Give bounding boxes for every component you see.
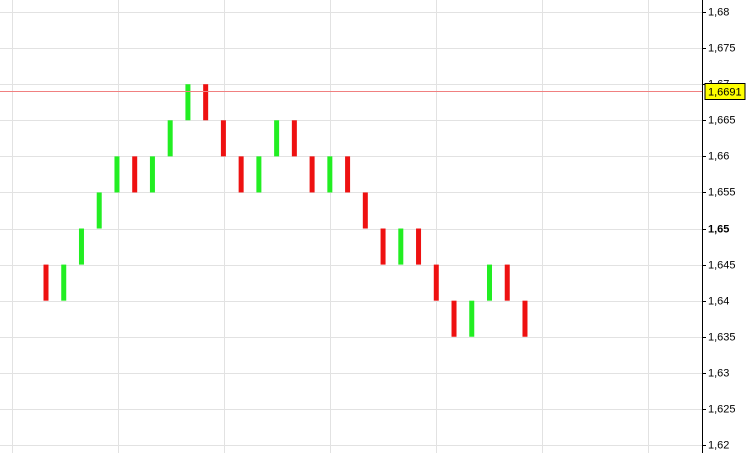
- renko-bar: [433, 264, 439, 301]
- y-tick-label: 1,665: [708, 114, 736, 126]
- y-tick-label: 1,68: [708, 6, 729, 18]
- last-price-box: [704, 83, 746, 100]
- y-tick-label: 1,635: [708, 331, 736, 343]
- renko-bar: [380, 228, 386, 265]
- y-tick-label: 1,62: [708, 439, 729, 451]
- last-price-label: 1,6691: [708, 86, 742, 98]
- renko-bar: [78, 228, 84, 265]
- renko-bar: [504, 264, 510, 301]
- renko-bar: [416, 228, 422, 265]
- y-tick-label: 1,675: [708, 42, 736, 54]
- renko-bar: [362, 192, 368, 229]
- y-tick-label: 1,655: [708, 186, 736, 198]
- renko-bar: [256, 156, 262, 193]
- renko-bar: [309, 156, 315, 193]
- renko-bar: [274, 120, 280, 157]
- y-tick-label: 1,64: [708, 295, 729, 307]
- renko-bar: [114, 156, 120, 193]
- y-tick-label: 1,625: [708, 403, 736, 415]
- renko-bar: [167, 120, 173, 157]
- renko-bar: [487, 264, 492, 301]
- renko-bar: [43, 264, 49, 301]
- renko-bar: [185, 84, 191, 121]
- renko-bar: [132, 156, 138, 193]
- renko-bar: [398, 228, 404, 265]
- y-tick-label: 1,645: [708, 259, 736, 271]
- renko-bar: [345, 156, 351, 193]
- vertical-grid: [12, 0, 649, 453]
- renko-bar: [149, 156, 155, 193]
- renko-bar: [451, 300, 457, 337]
- y-tick-label: 1,65: [708, 223, 729, 235]
- renko-bar: [96, 192, 102, 229]
- renko-bar: [220, 120, 226, 157]
- renko-bar: [203, 84, 209, 121]
- y-tick-label: 1,63: [708, 367, 729, 379]
- renko-bar: [61, 264, 67, 301]
- renko-bar: [327, 156, 333, 193]
- renko-bar: [238, 156, 244, 193]
- renko-bar: [522, 300, 528, 337]
- y-tick-label: 1,66: [708, 150, 729, 162]
- renko-bar: [469, 300, 475, 337]
- renko-bar: [291, 120, 297, 157]
